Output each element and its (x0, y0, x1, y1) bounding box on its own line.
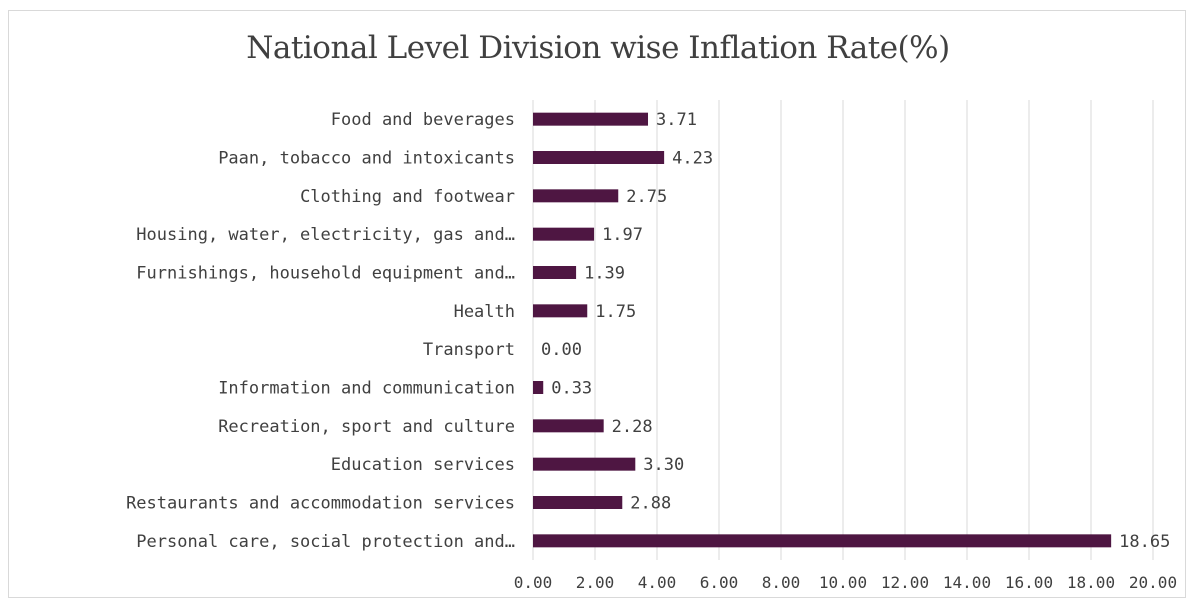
bar-4 (533, 266, 577, 279)
category-label-9: Education services (331, 455, 515, 475)
category-label-5: Health (454, 302, 515, 322)
category-label-4: Furnishings, household equipment and… (136, 264, 515, 284)
value-label-2: 2.75 (626, 187, 667, 207)
x-tick-label-3: 6.00 (700, 573, 739, 592)
bar-9 (533, 457, 636, 471)
x-tick-label-4: 8.00 (762, 573, 801, 592)
category-label-2: Clothing and footwear (300, 187, 515, 207)
value-label-11: 18.65 (1119, 532, 1170, 552)
x-tick-label-9: 18.00 (1067, 573, 1115, 592)
bar-2 (533, 189, 619, 203)
category-label-0: Food and beverages (331, 110, 515, 130)
category-label-1: Paan, tobacco and intoxicants (218, 149, 515, 169)
value-label-5: 1.75 (595, 302, 636, 322)
value-label-4: 1.39 (584, 264, 625, 284)
category-label-11: Personal care, social protection and… (136, 532, 515, 552)
x-tick-label-2: 4.00 (638, 573, 677, 592)
x-tick-label-8: 16.00 (1005, 573, 1053, 592)
bar-0 (533, 112, 649, 126)
x-tick-label-0: 0.00 (514, 573, 553, 592)
value-label-10: 2.88 (630, 494, 671, 514)
bar-8 (533, 419, 604, 433)
category-label-10: Restaurants and accommodation services (126, 494, 515, 514)
bar-10 (533, 496, 623, 509)
bar-7 (533, 381, 544, 394)
value-label-0: 3.71 (656, 110, 697, 130)
bar-5 (533, 304, 588, 318)
value-label-9: 3.30 (643, 455, 684, 475)
value-label-8: 2.28 (612, 417, 653, 437)
category-label-6: Transport (423, 340, 515, 360)
x-tick-label-6: 12.00 (881, 573, 929, 592)
bar-1 (533, 151, 665, 164)
x-tick-label-7: 14.00 (943, 573, 991, 592)
x-tick-label-10: 20.00 (1129, 573, 1177, 592)
value-label-3: 1.97 (602, 225, 643, 245)
value-label-1: 4.23 (672, 149, 713, 169)
bar-3 (533, 227, 595, 241)
bar-11 (533, 534, 1112, 548)
x-tick-label-5: 10.00 (819, 573, 867, 592)
value-label-7: 0.33 (551, 379, 592, 399)
value-label-6: 0.00 (541, 340, 582, 360)
category-label-3: Housing, water, electricity, gas and… (136, 225, 515, 245)
category-label-7: Information and communication (218, 379, 515, 399)
chart-title: National Level Division wise Inflation R… (246, 30, 950, 66)
category-label-8: Recreation, sport and culture (218, 417, 515, 437)
x-tick-label-1: 2.00 (576, 573, 615, 592)
